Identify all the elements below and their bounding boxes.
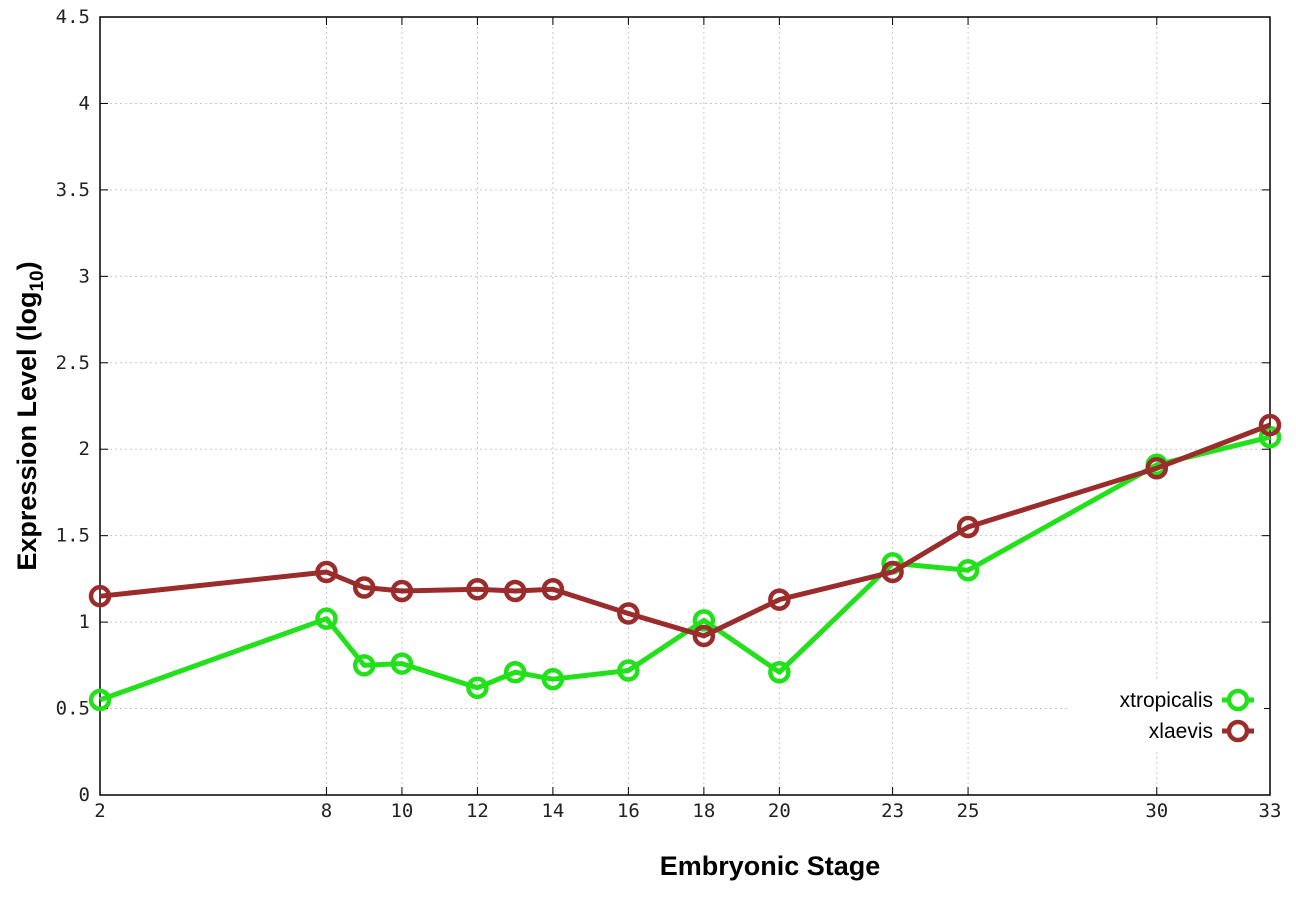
series-xtropicalis: [88, 425, 1282, 712]
y-tick-label: 4.5: [56, 6, 90, 28]
x-tick-label: 30: [1145, 800, 1168, 822]
xlaevis-point: [390, 579, 414, 603]
xlaevis-point: [881, 560, 904, 584]
series-xlaevis: [88, 413, 1282, 648]
xtropicalis-point: [956, 558, 980, 582]
x-tick-label: 8: [321, 800, 332, 822]
xtropicalis-point: [390, 652, 414, 675]
xlaevis-point: [617, 602, 640, 625]
y-tick-label: 3.5: [56, 179, 90, 201]
y-axis-title-main: Expression Level (log: [12, 292, 42, 571]
xtropicalis-point: [617, 659, 640, 682]
y-tick-label: 3: [79, 265, 90, 287]
y-tick-label: 2: [79, 438, 90, 460]
xlaevis-point: [88, 584, 112, 608]
xtropicalis-point: [503, 660, 527, 684]
x-tick-label: 16: [617, 800, 640, 822]
xlaevis-point: [352, 576, 376, 599]
xlaevis-point: [541, 578, 565, 601]
xlaevis-line: [99, 422, 1271, 639]
xlaevis-point: [768, 588, 791, 611]
xtropicalis-line: [99, 434, 1271, 703]
legend-label-xlaevis: xlaevis: [1149, 720, 1213, 743]
xtropicalis-point: [315, 607, 338, 630]
x-tick-label: 20: [768, 800, 791, 822]
x-tick-label: 25: [957, 800, 980, 822]
xtropicalis-point: [1258, 425, 1282, 449]
x-axis-title: Embryonic Stage: [660, 851, 881, 881]
legend-label-xtropicalis: xtropicalis: [1120, 689, 1213, 712]
x-tick-label: 33: [1259, 800, 1282, 822]
legend-marker-xlaevis: [1226, 719, 1250, 743]
xlaevis-point: [503, 579, 527, 603]
xlaevis-point: [466, 578, 489, 601]
xtropicalis-point: [352, 654, 376, 677]
axis-ticks: 0 0.5 1 1.5 2 2.5 3 3.5 4 4.5 2 8 10 12 14 16 18 20 23 25 30…: [56, 6, 1282, 822]
y-tick-label: 2.5: [56, 352, 90, 374]
grid: [100, 17, 1270, 795]
xtropicalis-point: [541, 667, 565, 691]
x-tick-label: 14: [541, 800, 564, 822]
x-tick-label: 23: [881, 800, 904, 822]
x-tick-label: 12: [466, 800, 489, 822]
y-axis-title: Expression Level (log10): [12, 261, 48, 570]
plot-frame: [99, 16, 1271, 796]
y-tick-label: 1.5: [56, 525, 90, 547]
xlaevis-point: [315, 560, 338, 584]
y-tick-label: 1: [79, 611, 90, 633]
series: [88, 413, 1282, 712]
legend-marker-xtropicalis: [1226, 688, 1250, 712]
x-tick-label: 10: [390, 800, 413, 822]
xlaevis-point: [956, 515, 980, 539]
xlaevis-point: [692, 624, 716, 648]
y-tick-label: 0.5: [56, 698, 90, 720]
xlaevis-point: [1145, 456, 1169, 480]
xtropicalis-point: [692, 609, 716, 632]
x-tick-label: 18: [692, 800, 715, 822]
xtropicalis-point: [466, 676, 489, 700]
y-axis-title-subscript: 10: [27, 270, 48, 291]
xtropicalis-point: [768, 660, 791, 684]
y-axis-title-suffix: ): [12, 261, 42, 270]
xlaevis-point: [1258, 413, 1282, 437]
legend: xtropicalis xlaevis: [1068, 680, 1264, 752]
x-tick-label: 2: [94, 800, 105, 822]
y-tick-label: 0: [79, 784, 90, 806]
y-tick-label: 4: [79, 92, 90, 114]
xtropicalis-point: [88, 688, 112, 712]
